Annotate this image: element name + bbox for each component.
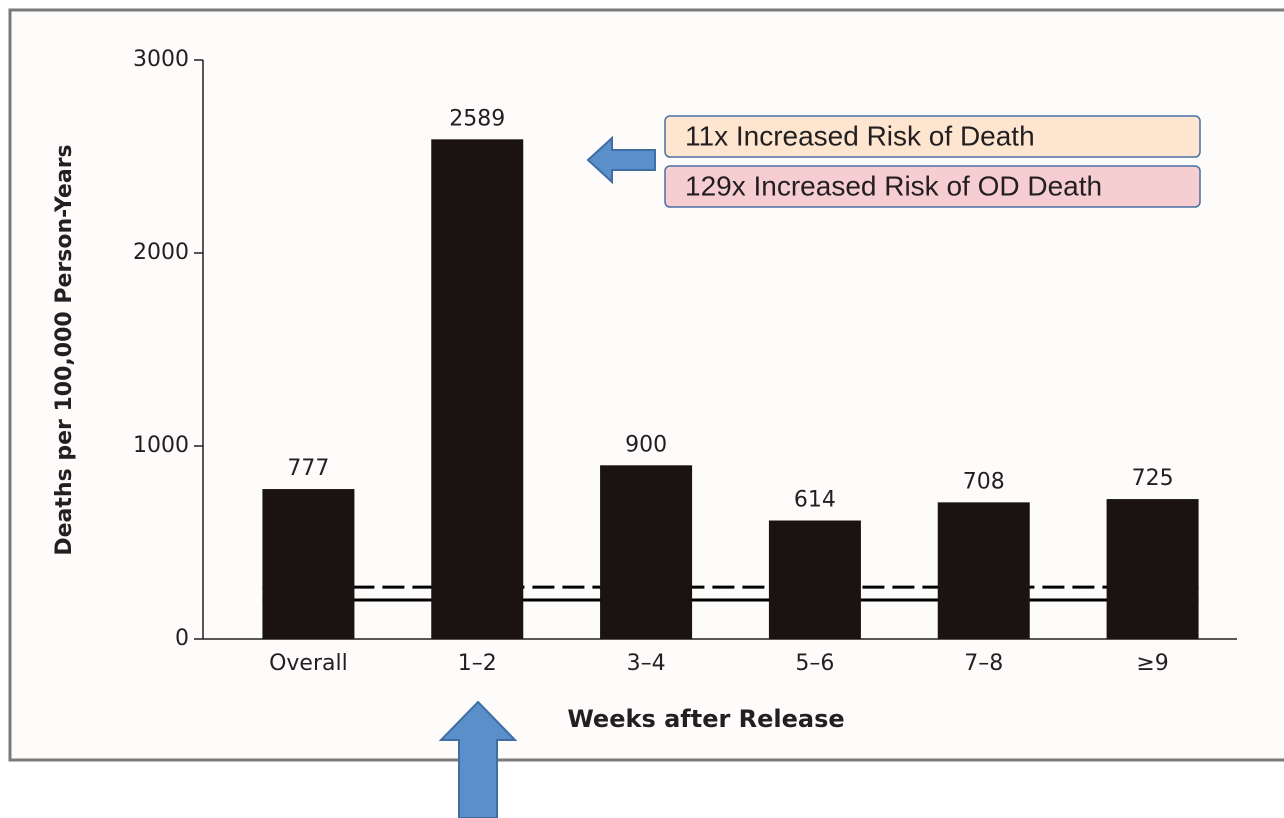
arrow-left (586, 135, 656, 185)
bar (431, 139, 524, 639)
x-tick-label: ≥9 (1136, 651, 1168, 676)
y-tick-label: 3000 (133, 47, 189, 72)
bar (262, 489, 355, 639)
y-tick-label: 2000 (133, 240, 189, 265)
x-tick-label: Overall (269, 651, 348, 676)
x-tick-label: 7–8 (964, 651, 1003, 676)
bar (600, 465, 693, 639)
x-axis-label: Weeks after Release (567, 705, 844, 733)
x-tick-label: 3–4 (627, 651, 666, 676)
bar (768, 520, 861, 639)
y-axis-label: Deaths per 100,000 Person-Years (52, 144, 77, 555)
value-label: 708 (963, 469, 1005, 494)
y-tick-label: 1000 (133, 433, 189, 458)
annotation-box (664, 115, 1201, 158)
annotation-text: 129x Increased Risk of OD Death (685, 170, 1102, 201)
bar (1106, 499, 1199, 639)
y-tick-label: 0 (175, 626, 189, 651)
x-tick-label: 5–6 (795, 651, 834, 676)
arrow-up (438, 700, 518, 818)
annotation-box (664, 165, 1201, 208)
value-label: 900 (625, 432, 667, 457)
value-label: 777 (287, 456, 329, 481)
value-label: 725 (1132, 466, 1174, 491)
value-label: 614 (794, 487, 836, 512)
bar (937, 502, 1030, 639)
annotation-text: 11x Increased Risk of Death (685, 120, 1035, 151)
x-tick-label: 1–2 (458, 651, 497, 676)
value-label: 2589 (449, 106, 505, 131)
